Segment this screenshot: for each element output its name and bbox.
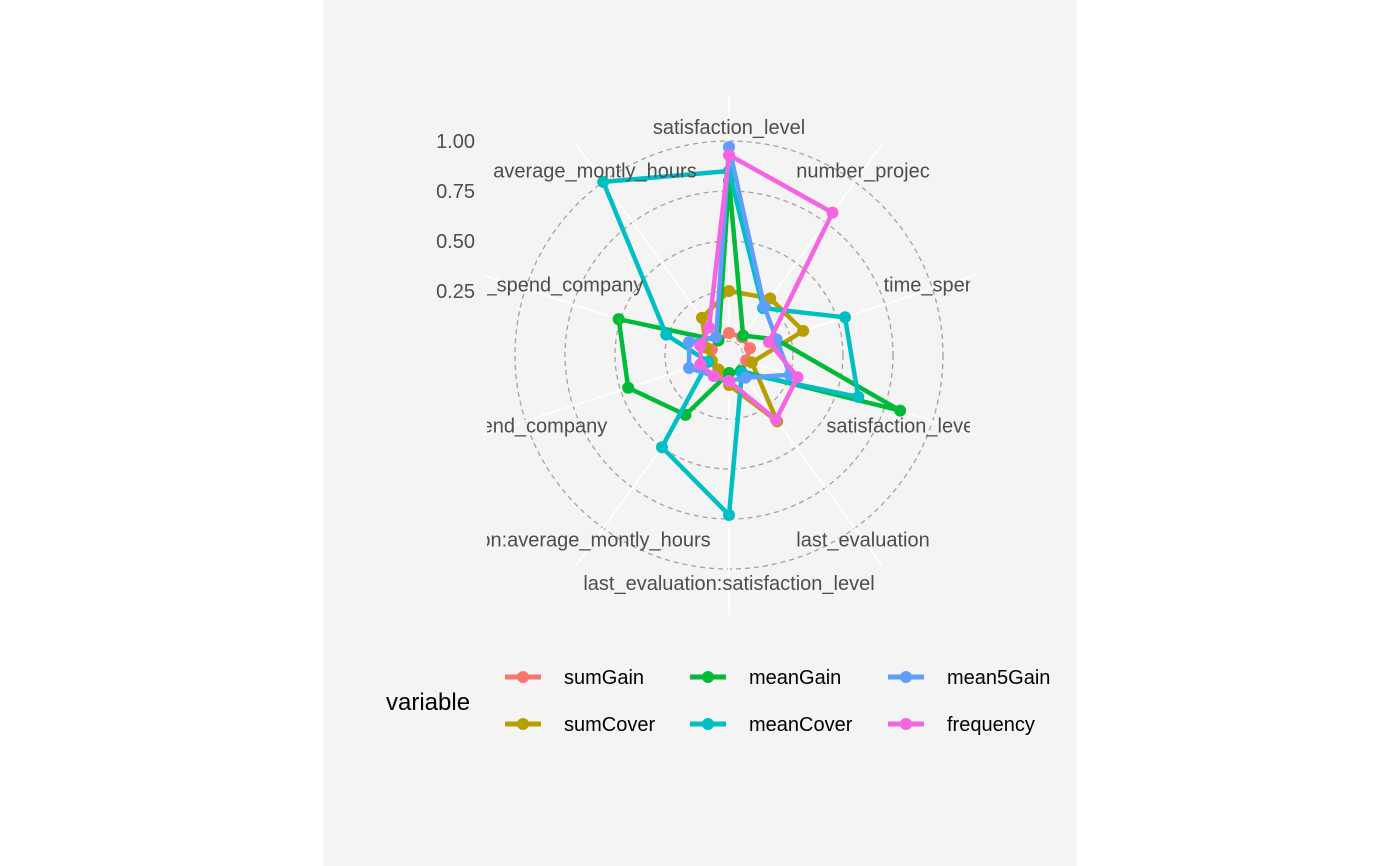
- data-point: [745, 356, 758, 369]
- legend-key-point: [702, 671, 714, 683]
- legend-key-point: [517, 718, 529, 730]
- data-point: [826, 206, 839, 219]
- data-point: [770, 413, 783, 426]
- legend-label: frequency: [947, 714, 1035, 736]
- data-point: [758, 300, 771, 313]
- legend-item-mean5Gain: mean5Gain: [888, 667, 1050, 689]
- legend-item-meanCover: meanCover: [690, 714, 853, 736]
- axis-label: _hours:time_spend_company: [380, 275, 643, 297]
- radial-tick-label: 0.25: [436, 281, 475, 303]
- data-point: [695, 311, 708, 324]
- data-point: [660, 328, 673, 341]
- axis-label: last_evaluation: [796, 529, 929, 551]
- grid-circle: [564, 190, 894, 520]
- radial-tick-label: 0.75: [436, 181, 475, 203]
- legend: variable sumGain sumCover meanGain meanCove…: [386, 667, 1050, 736]
- axis-label: last_evaluation:satisfaction_level: [583, 573, 874, 595]
- legend-key-point: [702, 718, 714, 730]
- legend-title: variable: [386, 689, 470, 716]
- axis-spoke: [481, 273, 716, 352]
- axis-label: on:average_montly_hours: [479, 529, 710, 551]
- data-point: [723, 375, 735, 387]
- data-point: [839, 311, 852, 324]
- legend-item-sumGain: sumGain: [505, 667, 644, 689]
- axis-label: ime_spend_company: [417, 415, 607, 437]
- data-point: [852, 391, 865, 404]
- legend-item-frequency: frequency: [888, 714, 1035, 736]
- axis-spoke: [736, 365, 883, 566]
- data-point: [762, 336, 775, 349]
- axis-label: satisfaction_level:time_spe: [826, 415, 1065, 437]
- axis-label: average_montly_hours: [493, 161, 696, 183]
- data-point: [655, 441, 668, 454]
- data-point: [739, 371, 752, 384]
- radial-tick-label: 0.50: [436, 231, 475, 253]
- legend-label: meanGain: [749, 667, 841, 689]
- data-point: [694, 339, 707, 352]
- legend-label: meanCover: [749, 714, 853, 736]
- legend-key-point: [900, 718, 912, 730]
- data-point: [743, 342, 756, 355]
- data-point: [894, 404, 907, 417]
- data-point: [707, 370, 720, 383]
- radial-tick-labels: 0.25 0.50 0.75 1.00: [436, 131, 475, 303]
- axis-labels: satisfaction_level number_projec time_spen…: [380, 117, 1065, 595]
- data-point: [622, 381, 635, 394]
- legend-label: sumCover: [564, 714, 655, 736]
- series-frequency: [694, 149, 839, 426]
- data-point: [791, 371, 804, 384]
- data-point: [797, 324, 810, 337]
- data-point: [703, 321, 716, 334]
- legend-label: mean5Gain: [947, 667, 1050, 689]
- data-series: [597, 141, 907, 521]
- legend-key-point: [900, 671, 912, 683]
- legend-key-point: [517, 671, 529, 683]
- data-point: [683, 336, 696, 349]
- data-point: [723, 149, 735, 161]
- radial-tick-label: 1.00: [436, 131, 475, 153]
- data-point: [612, 313, 625, 326]
- legend-item-meanGain: meanGain: [690, 667, 841, 689]
- data-point: [723, 285, 735, 297]
- data-point: [710, 331, 723, 344]
- legend-item-sumCover: sumCover: [505, 714, 655, 736]
- grid-circle: [614, 240, 844, 470]
- axis-spoke: [575, 365, 722, 566]
- data-point: [723, 327, 735, 339]
- axis-label: number_projec: [796, 161, 929, 183]
- axis-spoke: [481, 358, 716, 437]
- axis-label: time_spend_c: [884, 275, 1009, 297]
- data-point: [723, 509, 735, 521]
- data-point: [694, 358, 707, 371]
- data-point: [683, 361, 696, 374]
- data-point: [737, 329, 750, 342]
- legend-label: sumGain: [564, 667, 644, 689]
- axis-label: satisfaction_level: [653, 117, 805, 139]
- data-point: [597, 175, 610, 188]
